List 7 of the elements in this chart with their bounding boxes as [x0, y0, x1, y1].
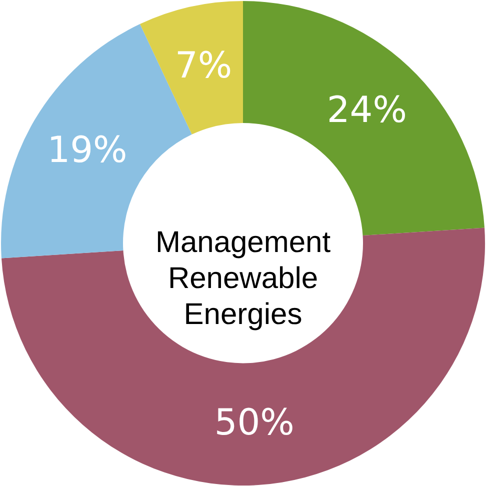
text: Management Renewable Energies	[155, 226, 332, 331]
donut-slice	[140, 1, 243, 134]
data-label: 19%	[47, 130, 128, 171]
donut-slice	[1, 228, 485, 486]
data-label: 24%	[326, 90, 407, 132]
data-label: 50%	[214, 402, 294, 444]
data-label: 7%	[174, 45, 232, 86]
